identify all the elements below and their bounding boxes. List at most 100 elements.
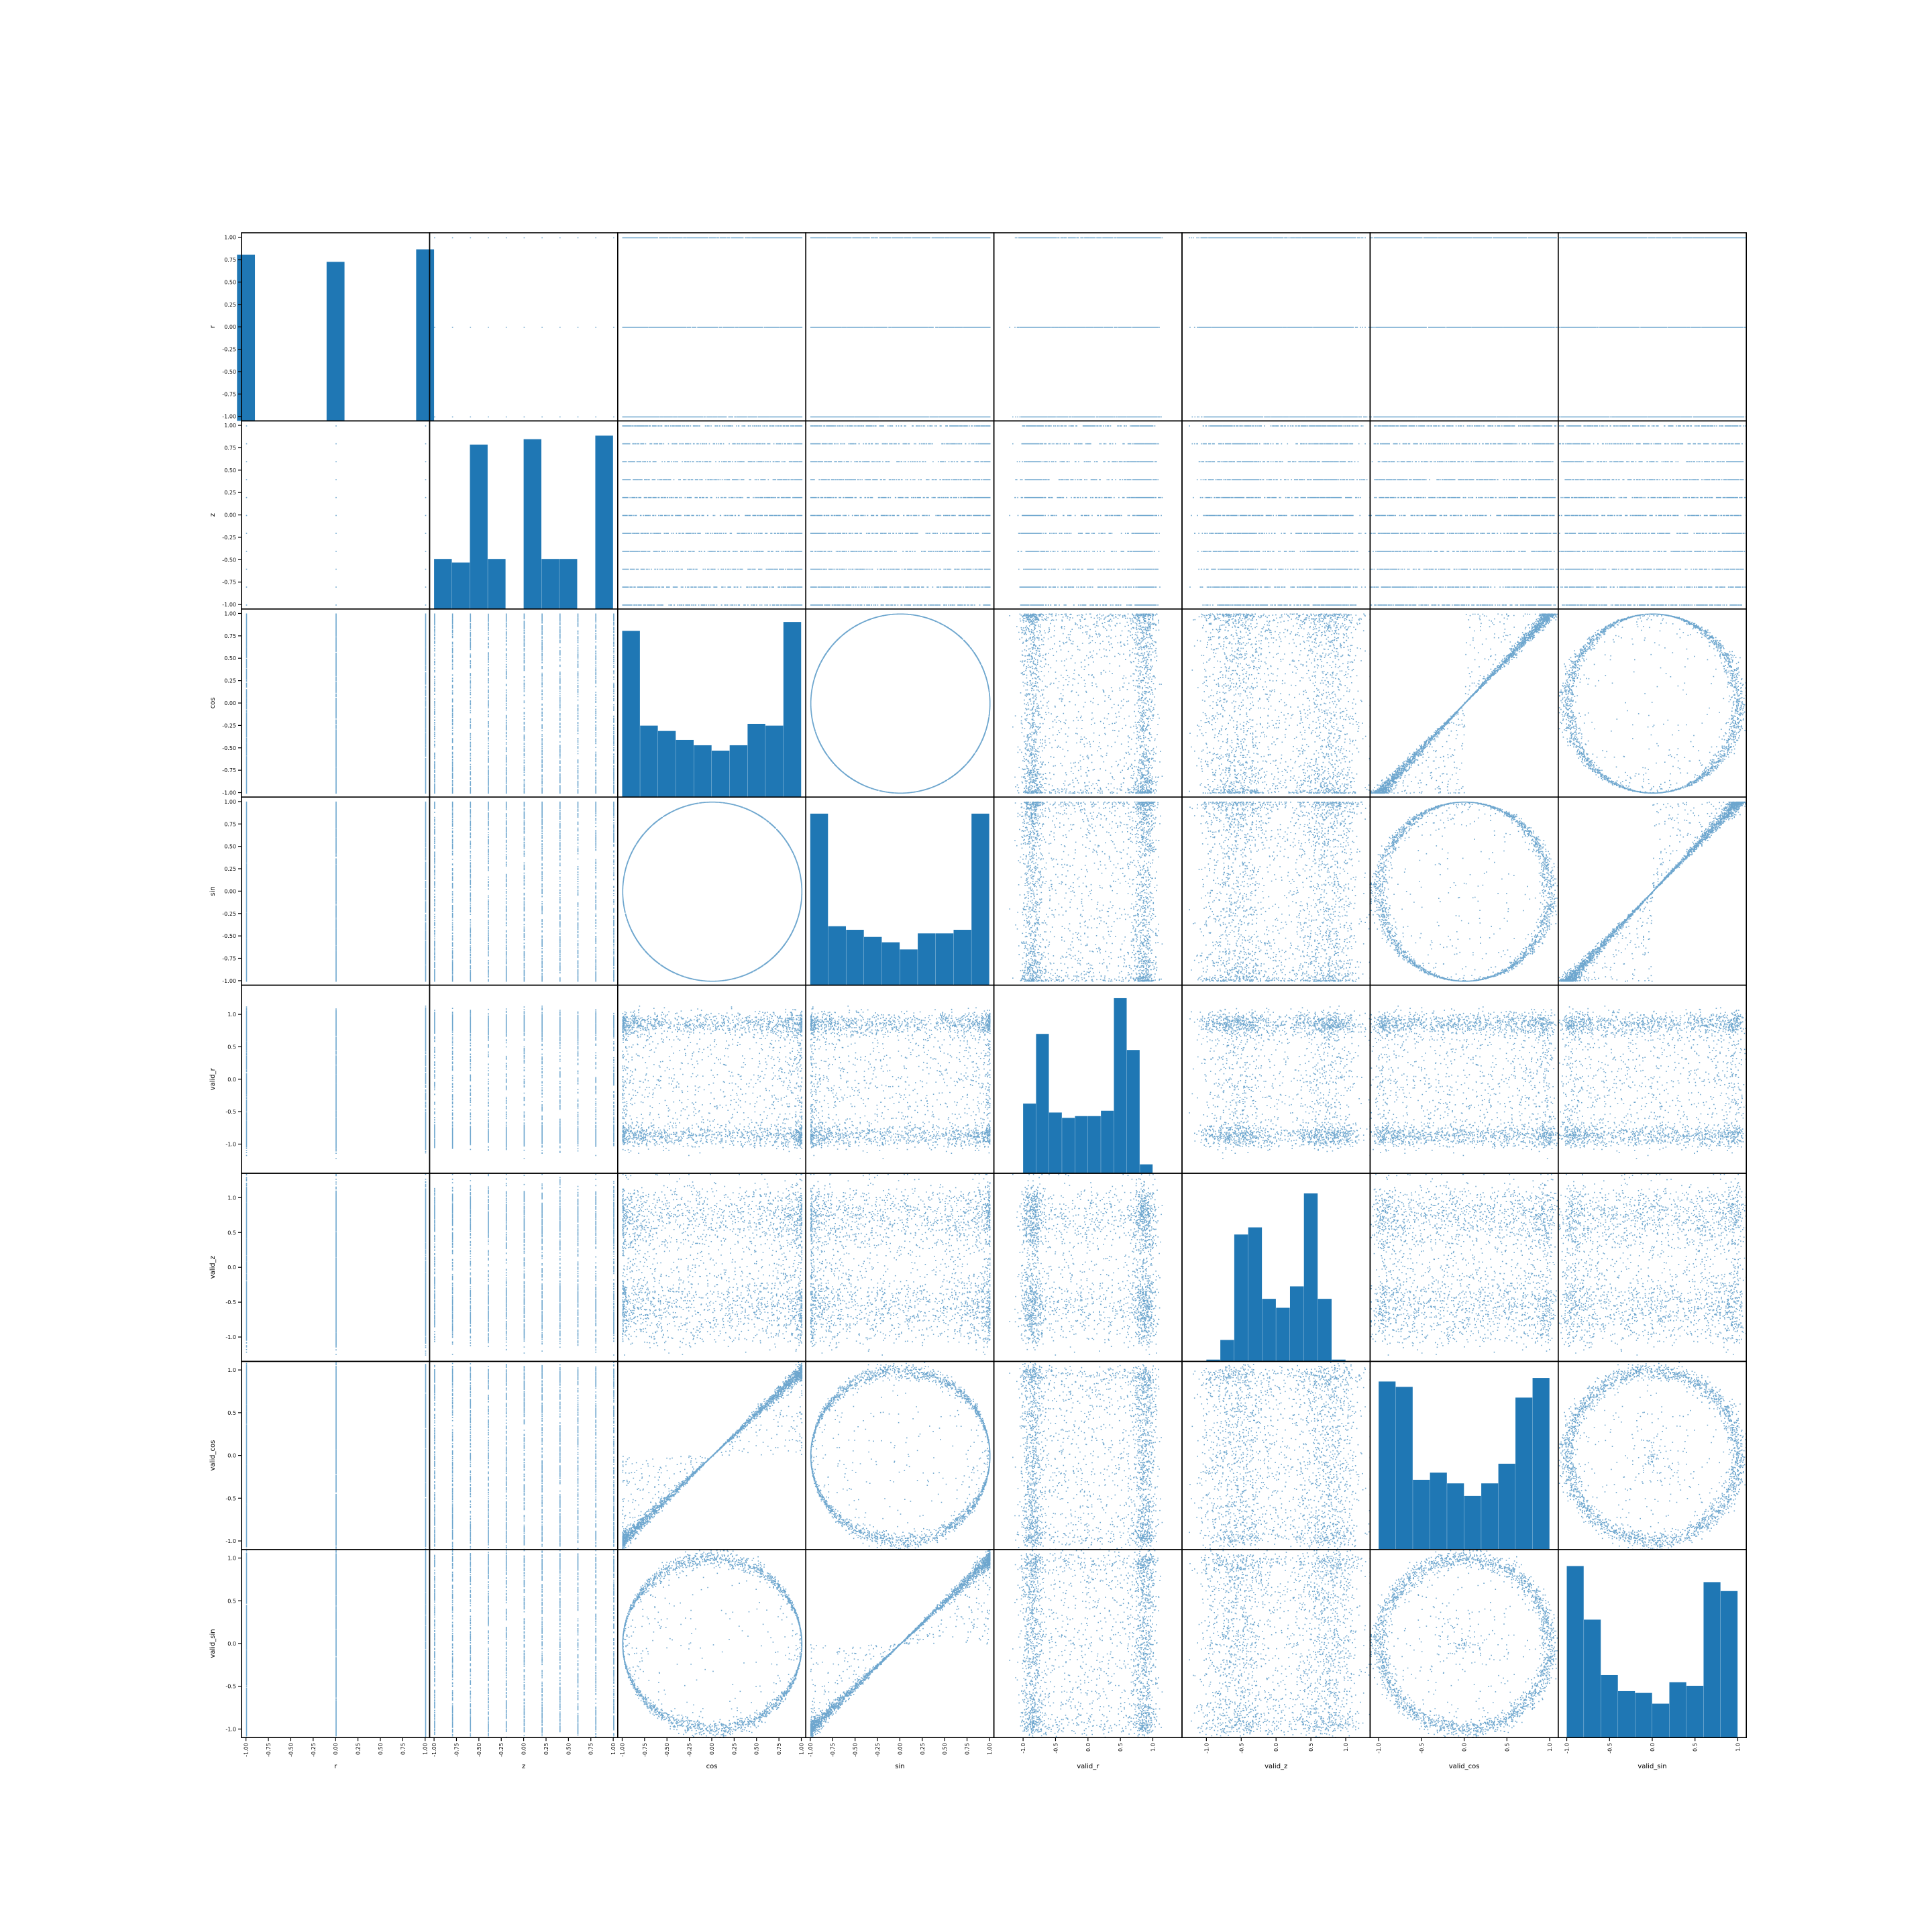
hist-bar-z <box>559 559 578 609</box>
hist-bar-valid_sin <box>1669 1682 1686 1738</box>
panel-valid_r-vs-valid_r <box>993 984 1183 1174</box>
y-tick-label: -0.50 <box>222 369 236 375</box>
panel-valid_z-vs-z <box>429 1173 619 1362</box>
hist-bar-sin <box>881 942 900 985</box>
hist-bar-sin <box>846 930 864 985</box>
panel-valid_cos-vs-valid_cos <box>1369 1360 1559 1550</box>
x-tick-label: 0.0 <box>1650 1743 1656 1752</box>
y-tick-label: 0.0 <box>227 1453 236 1459</box>
panel-valid_sin-vs-valid_z <box>1181 1549 1371 1739</box>
x-tick-label: -0.50 <box>288 1743 294 1757</box>
panel-z-vs-cos <box>616 420 806 610</box>
scatter-points-r-vs-valid_z <box>1189 237 1371 418</box>
scatter-points-z-vs-valid_r <box>1009 425 1163 606</box>
panel-valid_sin-vs-valid_r <box>993 1549 1183 1739</box>
y-tick-label: 0.5 <box>227 1410 236 1416</box>
x-tick-label: -1.0 <box>1020 1743 1026 1754</box>
scatter-points-valid_z-vs-r <box>246 1174 427 1356</box>
panel-frame <box>616 1549 806 1739</box>
scatter-points-cos-vs-valid_r <box>1009 613 1163 794</box>
scatter-points-valid_cos-vs-r <box>246 1362 427 1550</box>
y-tick-label: 0.5 <box>227 1598 236 1604</box>
panel-cos-vs-cos <box>616 608 806 798</box>
hist-bar-valid_sin <box>1635 1693 1652 1738</box>
y-tick-label: -1.0 <box>225 1538 236 1544</box>
x-tick-label: 1.0 <box>1150 1743 1156 1752</box>
x-tick-label: -1.0 <box>1203 1743 1210 1754</box>
panel-z-vs-valid_sin <box>1558 420 1748 610</box>
y-tick-label: 0.75 <box>224 633 236 639</box>
scatter-points-cos-vs-valid_z <box>1189 613 1371 794</box>
x-axis-label-sin: sin <box>895 1763 904 1770</box>
y-tick-label: 0.75 <box>224 257 236 263</box>
panel-r-vs-cos <box>616 232 806 422</box>
scatter-points-cos-vs-sin <box>810 613 991 794</box>
panel-frame <box>993 796 1183 986</box>
x-tick-label: -0.75 <box>453 1743 460 1757</box>
hist-bar-valid_sin <box>1720 1591 1738 1738</box>
panel-valid_z-vs-cos <box>616 1173 806 1362</box>
scatter-points-sin-vs-z <box>434 801 614 982</box>
scatter-points-r-vs-valid_cos <box>1371 237 1559 418</box>
hist-bar-valid_r <box>1062 1118 1075 1173</box>
x-tick-label: -0.50 <box>853 1743 859 1757</box>
scatter-points-z-vs-valid_sin <box>1558 425 1747 606</box>
panel-r-vs-valid_z <box>1181 232 1371 422</box>
hist-bar-valid_z <box>1332 1359 1346 1362</box>
scatter-points-z-vs-sin <box>810 425 991 606</box>
panel-frame <box>1369 420 1559 610</box>
x-tick-label: 1.0 <box>1343 1743 1349 1752</box>
x-tick-label: 0.00 <box>897 1743 903 1755</box>
hist-bar-valid_sin <box>1652 1703 1670 1738</box>
hist-bar-z <box>451 562 470 609</box>
y-tick-label: 0.0 <box>227 1077 236 1083</box>
panel-frame <box>1181 984 1371 1174</box>
panel-valid_sin-vs-z <box>429 1549 619 1739</box>
x-axis-label-r: r <box>334 1763 337 1770</box>
scatter-points-valid_r-vs-sin <box>810 1006 991 1159</box>
scatter-points-cos-vs-r <box>246 613 427 794</box>
hist-bar-cos <box>676 739 694 798</box>
panel-valid_z-vs-sin <box>805 1173 995 1362</box>
y-tick-label: -1.00 <box>222 790 236 796</box>
panel-valid_r-vs-sin <box>805 984 995 1174</box>
hist-bar-valid_sin <box>1584 1619 1601 1738</box>
scatter-points-z-vs-valid_cos <box>1371 425 1559 606</box>
y-axis-label-sin: sin <box>209 886 217 896</box>
panel-valid_z-vs-r <box>241 1173 431 1362</box>
hist-bar-r <box>237 254 256 421</box>
panel-z-vs-valid_z <box>1181 420 1371 610</box>
hist-bar-sin <box>863 936 882 985</box>
scatter-points-valid_z-vs-valid_sin <box>1558 1174 1747 1356</box>
panel-valid_z-vs-valid_cos <box>1369 1173 1559 1362</box>
y-tick-label: -0.75 <box>222 391 236 397</box>
y-tick-label: 0.50 <box>224 468 236 474</box>
hist-bar-cos <box>747 723 765 798</box>
scatter-points-z-vs-cos <box>622 425 803 606</box>
panel-valid_cos-vs-sin <box>805 1360 995 1550</box>
x-tick-label: 0.25 <box>543 1743 549 1755</box>
scatter-points-valid_sin-vs-z <box>434 1550 614 1738</box>
hist-bar-valid_sin <box>1566 1566 1584 1738</box>
scatter-points-cos-vs-valid_sin <box>1558 613 1747 794</box>
hist-bar-cos <box>765 725 784 798</box>
scatter-points-r-vs-z <box>434 237 614 418</box>
hist-bar-valid_r <box>1049 1112 1062 1173</box>
scatter-points-r-vs-valid_r <box>1009 237 1163 418</box>
scatter-points-valid_z-vs-valid_r <box>1009 1174 1163 1356</box>
hist-bar-sin <box>971 813 989 985</box>
hist-bar-valid_sin <box>1601 1674 1618 1738</box>
panel-valid_cos-vs-valid_z <box>1181 1360 1371 1550</box>
scatter-points-r-vs-sin <box>810 237 991 418</box>
hist-bar-valid_sin <box>1618 1690 1635 1738</box>
hist-bar-r <box>416 249 435 421</box>
hist-bar-valid_r <box>1075 1116 1088 1173</box>
scatter-points-sin-vs-valid_cos <box>1371 801 1559 982</box>
hist-bar-valid_cos <box>1430 1472 1447 1550</box>
panel-r-vs-valid_sin <box>1558 232 1748 422</box>
x-tick-label: 0.50 <box>754 1743 760 1755</box>
y-tick-label: 0.50 <box>224 844 236 850</box>
x-tick-label: 0.50 <box>566 1743 572 1755</box>
x-axis-label-z: z <box>522 1763 525 1770</box>
y-tick-label: -0.5 <box>225 1684 236 1690</box>
